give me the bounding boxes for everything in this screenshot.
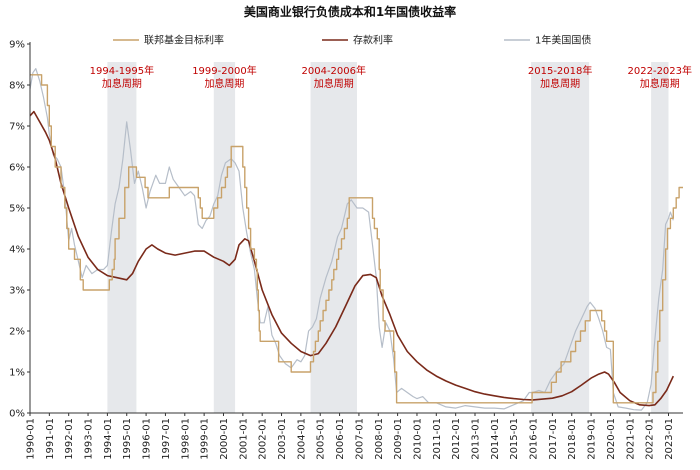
x-tick-label: 1996-01 — [142, 418, 153, 460]
legend: 联邦基金目标利率 存款利率 1年美国国债 — [113, 34, 591, 47]
x-tick-label: 2014-01 — [490, 418, 501, 460]
legend-label-2: 1年美国国债 — [535, 34, 591, 47]
x-tick-label: 2000-01 — [219, 418, 230, 460]
x-tick-label: 2004-01 — [296, 418, 307, 460]
y-tick-label: 2% — [9, 327, 25, 338]
y-tick-label: 6% — [9, 163, 25, 174]
rate-hike-band-0 — [107, 62, 137, 413]
x-tick-label: 2018-01 — [567, 418, 578, 460]
y-tick-label: 1% — [9, 368, 25, 379]
rate-hike-band-1 — [213, 62, 236, 413]
x-tick-label: 2009-01 — [393, 418, 404, 460]
x-tick-label: 2011-01 — [432, 418, 443, 460]
band-label-period-2: 2004-2006年 — [302, 64, 367, 77]
chart-title: 美国商业银行负债成本和1年国债收益率 — [244, 4, 456, 19]
x-tick-label: 2019-01 — [587, 418, 598, 460]
band-label-period-4: 2022-2023年 — [628, 64, 693, 77]
x-tick-label: 1997-01 — [161, 418, 172, 460]
rate-hike-bands — [107, 62, 669, 413]
x-tick-label: 1990-01 — [26, 418, 37, 460]
x-tick-label: 2005-01 — [316, 418, 327, 460]
band-label-cycle-1: 加息周期 — [204, 77, 244, 90]
band-label-cycle-0: 加息周期 — [102, 77, 142, 90]
x-tick-label: 2015-01 — [509, 418, 520, 460]
band-label-cycle-3: 加息周期 — [540, 77, 580, 90]
rate-hike-band-4 — [651, 62, 669, 413]
series-line-2 — [29, 68, 674, 411]
band-annotations: 1994-1995年加息周期1999-2000年加息周期2004-2006年加息… — [90, 64, 692, 90]
axes: 0% 1% 2% 3% 4% 5% 6% 7% 8% 9% 1990-01 1991-01 1992-0… — [9, 40, 683, 460]
x-tick-label: 2002-01 — [258, 418, 269, 460]
x-tick-label: 1994-01 — [103, 418, 114, 460]
x-tick-label: 2012-01 — [451, 418, 462, 460]
x-tick-label: 2010-01 — [412, 418, 423, 460]
y-tick-label: 7% — [9, 122, 25, 133]
x-tick-label: 2013-01 — [471, 418, 482, 460]
x-tick-label: 2017-01 — [548, 418, 559, 460]
x-tick-label: 2003-01 — [277, 418, 288, 460]
x-tick-label: 1995-01 — [122, 418, 133, 460]
x-tick-label: 2023-01 — [664, 418, 675, 460]
y-tick-label: 5% — [9, 204, 25, 215]
rate-hike-band-3 — [531, 62, 590, 413]
x-tick-label: 2016-01 — [529, 418, 540, 460]
y-tick-label: 8% — [9, 81, 25, 92]
band-label-period-3: 2015-2018年 — [528, 64, 593, 77]
x-tick-label: 2006-01 — [335, 418, 346, 460]
y-tick-label: 3% — [9, 286, 25, 297]
band-label-period-0: 1994-1995年 — [90, 64, 155, 77]
x-tick-label: 1992-01 — [64, 418, 75, 460]
band-label-cycle-4: 加息周期 — [640, 77, 680, 90]
band-label-period-1: 1999-2000年 — [192, 64, 257, 77]
x-tick-label: 2001-01 — [238, 418, 249, 460]
series-line-0 — [30, 74, 683, 404]
x-tick-label: 1998-01 — [180, 418, 191, 460]
x-tick-label: 2008-01 — [374, 418, 385, 460]
legend-label-0: 联邦基金目标利率 — [144, 34, 224, 47]
legend-label-1: 存款利率 — [353, 34, 393, 47]
x-tick-label: 2021-01 — [625, 418, 636, 460]
x-tick-label: 2007-01 — [354, 418, 365, 460]
x-tick-label: 2020-01 — [606, 418, 617, 460]
band-label-cycle-2: 加息周期 — [314, 77, 354, 90]
rate-hike-band-2 — [310, 62, 357, 413]
series-line-1 — [29, 110, 675, 407]
x-tick-label: 2022-01 — [645, 418, 656, 460]
x-tick-label: 1993-01 — [84, 418, 95, 460]
x-tick-label: 1999-01 — [200, 418, 211, 460]
y-tick-label: 0% — [9, 409, 25, 420]
y-tick-label: 4% — [9, 245, 25, 256]
x-tick-label: 1991-01 — [45, 418, 56, 460]
y-tick-label: 9% — [9, 40, 25, 51]
series-lines — [29, 68, 683, 411]
